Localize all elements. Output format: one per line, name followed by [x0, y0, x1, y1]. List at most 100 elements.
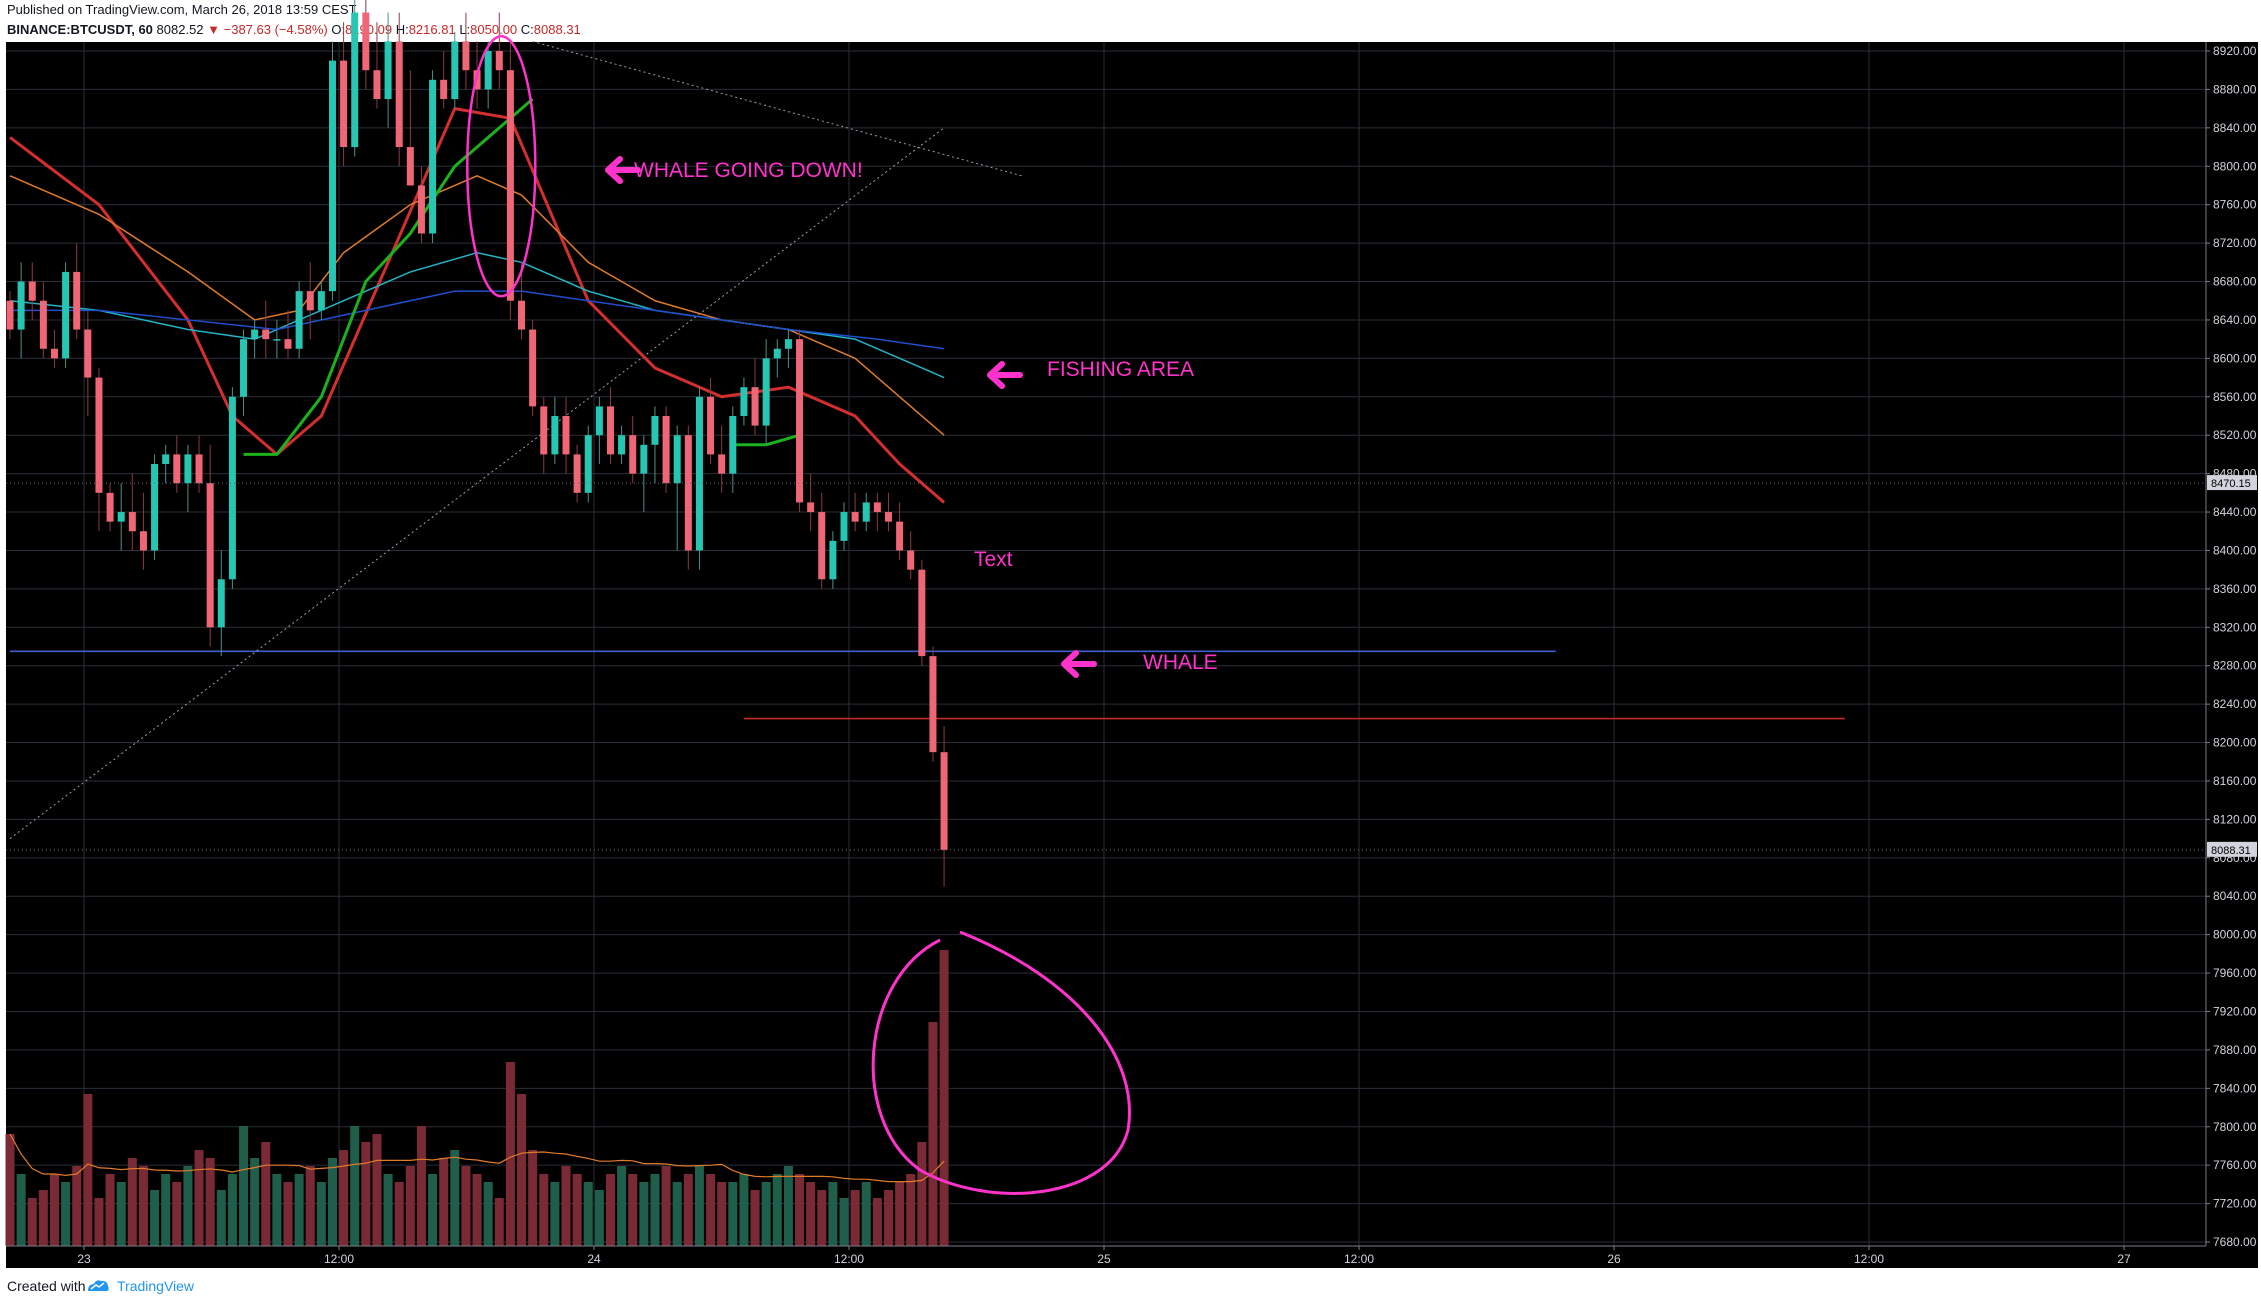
volume-bar [272, 1174, 282, 1246]
volume-bar [72, 1166, 82, 1246]
volume-bar [883, 1190, 893, 1246]
annotation-text[interactable]: WHALE [1143, 651, 1218, 674]
candle-body [251, 329, 259, 340]
volume-bar [194, 1150, 204, 1246]
volume-bar [316, 1182, 326, 1246]
volume-spike-circle[interactable] [871, 930, 1131, 1195]
volume-bar [339, 1150, 349, 1246]
price-tick-label: 8520.00 [2213, 428, 2257, 442]
volume-bar [49, 1174, 59, 1246]
horizontal-lines[interactable] [10, 650, 1845, 720]
trendlines[interactable] [9, 40, 1023, 840]
price-tick-label: 8720.00 [2213, 236, 2257, 250]
volume-bar [672, 1182, 682, 1246]
candle-body [84, 329, 92, 378]
candle-body [228, 396, 236, 580]
volume-bar [917, 1142, 927, 1246]
high-value: 8216.81 [408, 22, 456, 37]
volume-bar [728, 1182, 738, 1246]
price-tick-label: 8280.00 [2213, 659, 2257, 673]
price-axis[interactable]: 8920.00 8880.00 8840.00 8800.00 8760.00 8720.… [6, 42, 2258, 1249]
candle-body [295, 291, 303, 349]
volume-bar [94, 1198, 104, 1246]
price-tick-label: 8880.00 [2213, 82, 2257, 96]
candle-body [807, 502, 815, 513]
candle-body [151, 464, 159, 551]
time-tick-label: 12:00 [1854, 1252, 1884, 1266]
moving-average-line [9, 107, 946, 504]
volume-bar [806, 1182, 816, 1246]
volume-bar [439, 1158, 449, 1246]
volume-bar [650, 1174, 660, 1246]
candle-body [829, 540, 837, 580]
volume-bar [772, 1174, 782, 1246]
candle-body [262, 329, 270, 340]
annotation-text[interactable]: WHALE GOING DOWN! [634, 159, 863, 182]
price-marker-box [2207, 475, 2257, 491]
candle-body [39, 300, 47, 349]
annotation-drawings[interactable] [466, 35, 1131, 1195]
volume-bar [828, 1182, 838, 1246]
volume-bar [750, 1190, 760, 1246]
chart-background [6, 42, 2216, 1268]
time-axis[interactable]: 2312:002412:002512:002612:002712:002812:… [6, 1245, 2261, 1268]
published-text: Published on TradingView.com, March 26, … [7, 2, 357, 17]
candle-body [662, 415, 670, 484]
candle-body [940, 752, 948, 850]
volume-bar [761, 1182, 771, 1246]
annotations[interactable]: WHALE GOING DOWN! FISHING AREA Text WHALE [605, 156, 1218, 678]
trendline[interactable] [9, 127, 945, 840]
volume-bar [939, 950, 949, 1246]
volume-bar [683, 1174, 693, 1246]
candle-body [495, 51, 503, 71]
arrow-left-icon[interactable] [605, 156, 641, 184]
price-tick-label: 8320.00 [2213, 620, 2257, 634]
created-with-text: Created with [7, 1278, 86, 1294]
price-tick-label: 7760.00 [2213, 1158, 2257, 1172]
candle-body [95, 377, 103, 493]
volume-bar [294, 1174, 304, 1246]
price-tick-label: 8560.00 [2213, 390, 2257, 404]
candle-body [595, 406, 603, 436]
volume-bar [283, 1182, 293, 1246]
time-tick-label: 24 [587, 1252, 601, 1266]
price-axis-background [2206, 42, 2258, 1246]
last-price: 8082.52 [156, 22, 204, 37]
grid [6, 42, 2206, 1246]
price-tick-label: 8440.00 [2213, 505, 2257, 519]
time-tick-label: 27 [2117, 1252, 2131, 1266]
candle-body [306, 291, 314, 311]
annotation-text[interactable]: FISHING AREA [1047, 358, 1194, 381]
candle-body [206, 483, 214, 628]
close-value: 8088.31 [533, 22, 581, 37]
annotation-text[interactable]: Text [974, 548, 1013, 571]
candle-body [896, 521, 904, 551]
symbol-label: BINANCE:BTCUSDT, 60 [7, 22, 153, 37]
volume-bar [394, 1182, 404, 1246]
volume-bar [150, 1190, 160, 1246]
candle-body [28, 281, 36, 301]
arrow-left-icon[interactable] [1061, 650, 1097, 678]
candle-body [373, 70, 381, 100]
volume-bar [327, 1158, 337, 1246]
volume-bar [38, 1190, 48, 1246]
price-chart[interactable]: WHALE GOING DOWN! FISHING AREA Text WHALE 8… [0, 0, 2261, 1268]
tradingview-brand[interactable]: TradingView [117, 1278, 195, 1294]
candle-body [840, 512, 848, 541]
price-tick-label: 8760.00 [2213, 198, 2257, 212]
candle-body [340, 60, 348, 148]
volume-bar [483, 1182, 493, 1246]
candle-body [751, 387, 759, 426]
volume-bar [895, 1182, 905, 1246]
candle-body [684, 435, 692, 551]
volume-bar [461, 1166, 471, 1246]
candle-body [551, 415, 559, 455]
whale-highlight-ellipse[interactable] [466, 35, 537, 298]
volume-bar [105, 1174, 115, 1246]
arrow-left-icon[interactable] [987, 361, 1023, 389]
price-marker-label: 8470.15 [2211, 478, 2251, 490]
candle-body [729, 415, 737, 474]
price-tick-label: 8680.00 [2213, 275, 2257, 289]
candle-body [429, 79, 437, 234]
volume-bar [928, 1022, 938, 1246]
